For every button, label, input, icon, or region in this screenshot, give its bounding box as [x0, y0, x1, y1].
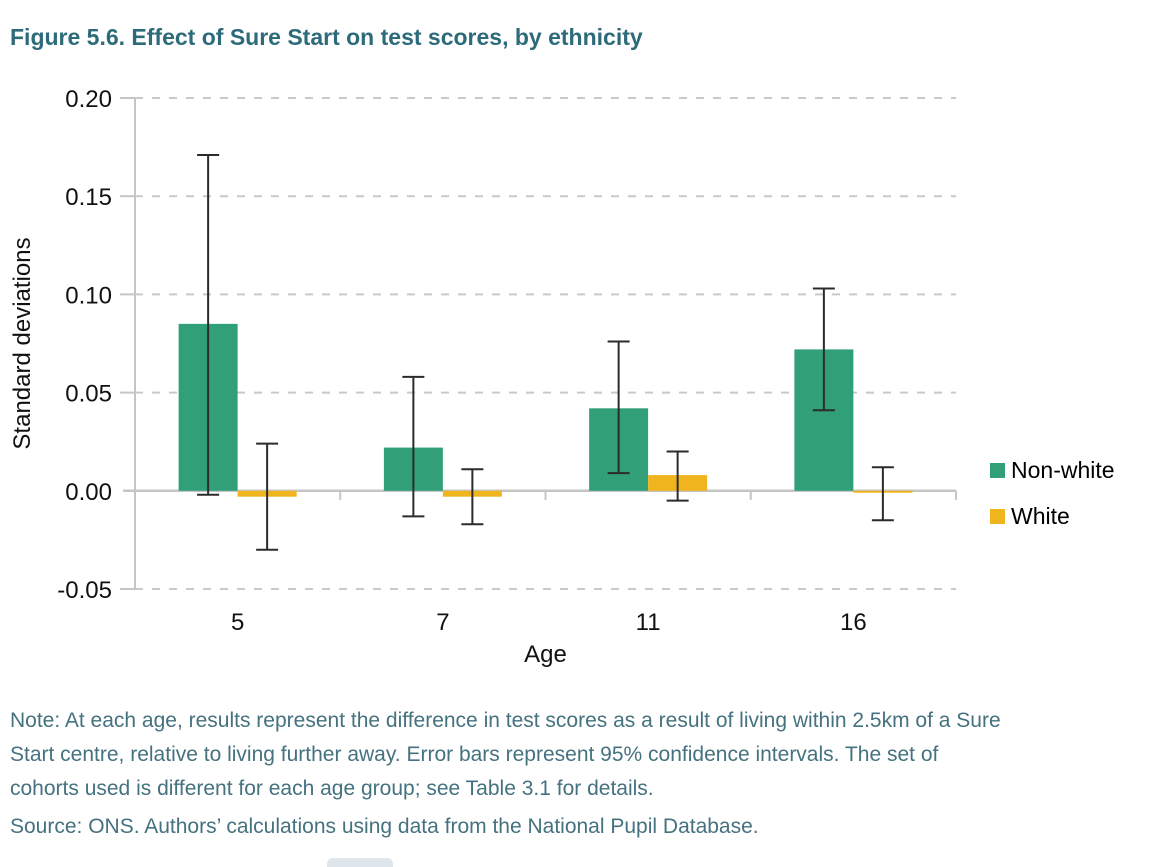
legend-label-white: White [1011, 503, 1070, 529]
x-tick-label: 16 [840, 609, 867, 636]
y-tick-label: 0.15 [65, 184, 112, 211]
figure-source: Source: ONS. Authors’ calculations using… [10, 815, 759, 838]
partial-element-bottom [327, 858, 393, 867]
y-tick-label: 0.05 [65, 381, 112, 408]
bar-chart-canvas: 0.20 0.15 0.10 0.05 0.00 -0.05 5 7 11 16 Age Standa… [9, 86, 1115, 668]
note-line: cohorts used is different for each age g… [10, 777, 654, 800]
y-tick-label: -0.05 [57, 577, 112, 604]
figure-note: Note: At each age, results represent the… [10, 704, 1160, 806]
figure-title: Figure 5.6. Effect of Sure Start on test… [10, 24, 643, 50]
legend-label-non-white: Non-white [1011, 457, 1115, 483]
note-line: Start centre, relative to living further… [10, 743, 939, 766]
y-tick-label: 0.20 [65, 86, 112, 113]
note-line: Note: At each age, results represent the… [10, 709, 1001, 732]
x-axis-title: Age [524, 641, 567, 668]
x-tick-label: 5 [231, 609, 244, 636]
y-tick-label: 0.10 [65, 282, 112, 309]
legend-swatch-non-white [990, 463, 1005, 478]
y-tick-label: 0.00 [65, 479, 112, 506]
legend-swatch-white [990, 509, 1005, 524]
x-tick-label: 11 [636, 609, 661, 636]
y-axis-title: Standard deviations [9, 237, 36, 449]
x-tick-label: 7 [436, 609, 449, 636]
